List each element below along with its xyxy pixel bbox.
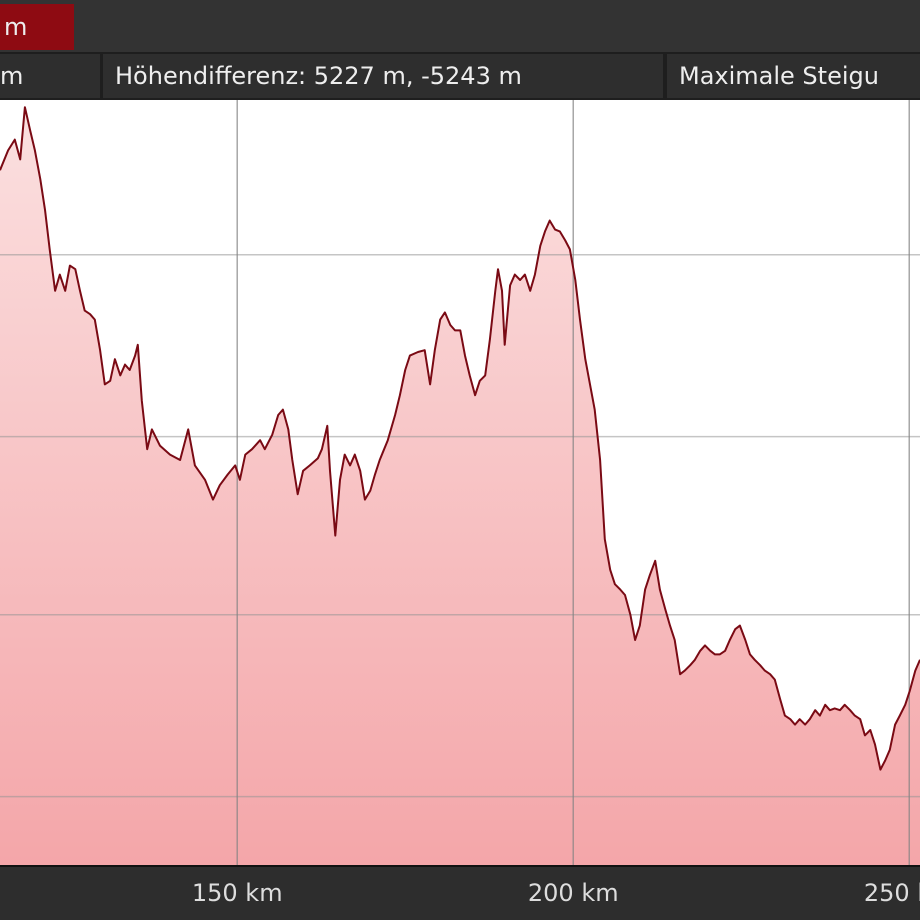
x-axis: 150 km 200 km 250 km (0, 865, 920, 920)
elevation-profile-chart[interactable] (0, 100, 920, 865)
x-tick-label-150: 150 km (191, 879, 283, 907)
top-bar: m (0, 0, 920, 52)
x-tick-label-250: 250 km (863, 879, 920, 907)
elevation-area-fill (0, 107, 920, 865)
grid-lines (0, 100, 920, 865)
x-tick-label-200: 200 km (527, 879, 619, 907)
stat-max-gradient: Maximale Steigu (667, 54, 920, 98)
stat-cell-left: m (0, 54, 100, 98)
stat-elevation-difference: Höhendifferenz: 5227 m, -5243 m (103, 54, 663, 98)
stats-row: m Höhendifferenz: 5227 m, -5243 m Maxima… (0, 52, 920, 100)
elevation-line (0, 106, 920, 771)
unit-badge[interactable]: m (0, 4, 74, 50)
